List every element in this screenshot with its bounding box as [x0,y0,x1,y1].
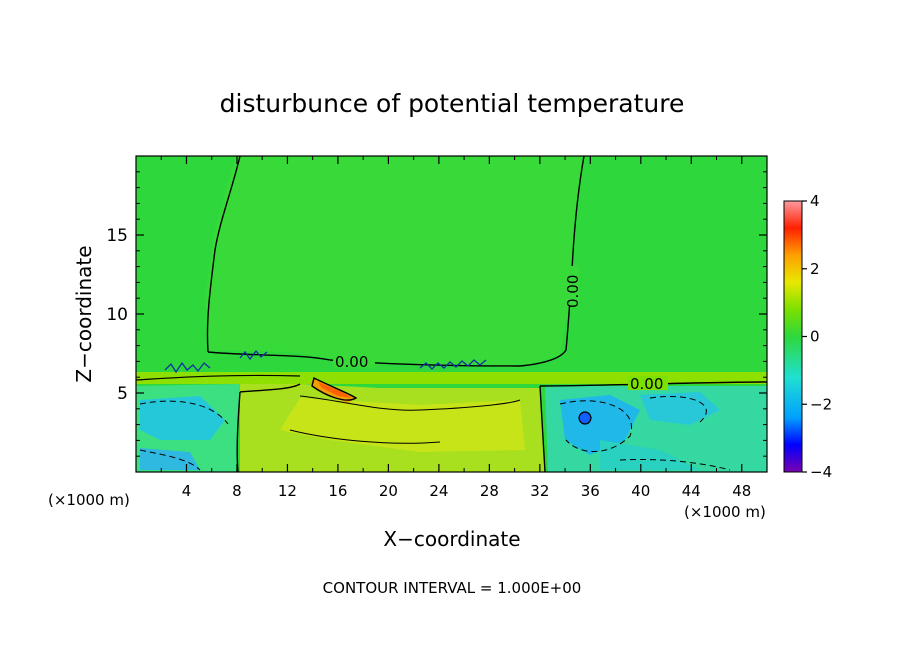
x-tick-label: 40 [631,482,650,500]
contour-line-dashed-left [139,400,229,471]
colorbar-ticks: 4 2 0 −2 −4 [802,192,832,481]
x-tick-label: 12 [278,482,297,500]
chart-title: disturbunce of potential temperature [220,89,685,118]
colorbar-tick-label: 2 [810,260,820,278]
contour-line-warm [289,395,521,444]
stable-interface [136,372,767,384]
x-unit-label-left: (×1000 m) [48,491,130,509]
y-axis-label: Z−coordinate [72,245,96,382]
cool-patch-right [560,395,640,455]
colorbar: 4 2 0 −2 −4 [783,192,832,481]
colorbar-tick-label: 4 [810,192,820,210]
contour-label-vertical: 0.00 [564,275,582,308]
colorbar-tick-label: −4 [810,463,832,481]
contour-interval-note: CONTOUR INTERVAL = 1.000E+00 [323,579,582,597]
contour-line-peak [311,376,358,401]
x-tick-label: 44 [682,482,701,500]
cool-patch-right-3 [600,440,700,470]
contour-label-bg-vertical [563,266,579,306]
x-tick-label: 16 [328,482,347,500]
y-axis-ticks: 5 10 15 [106,171,767,457]
plot-area: 0.00 0.00 0.00 [136,156,767,472]
colorbar-tick-label: −2 [810,395,832,413]
cool-patch-right-2 [640,392,720,425]
contour-label-right: 0.00 [630,375,663,393]
contour-line-cold-spot [578,411,592,425]
x-tick-label: 32 [530,482,549,500]
x-tick-label: 28 [480,482,499,500]
contour-label-center: 0.00 [335,353,368,371]
x-tick-label: 24 [429,482,448,500]
warm-peak-core [318,382,352,398]
x-axis-label: X−coordinate [383,527,520,551]
x-tick-label: 48 [732,482,751,500]
colorbar-gradient [783,200,803,473]
y-tick-label: 10 [106,305,128,325]
x-axis-ticks: 4 8 12 16 20 24 28 32 36 40 44 48 [160,156,751,500]
contour-label-bg-right [628,376,668,390]
cold-spot [579,412,591,424]
x-tick-label: 4 [182,482,192,500]
interface-noise [164,349,487,374]
contour-label-bg-center [333,354,375,368]
contour-line-zero-left [206,156,241,353]
warm-core-inner [280,398,525,452]
upper-center-region [205,156,583,368]
contour-line-left-shelf [136,374,301,381]
y-tick-label: 5 [117,384,128,404]
y-tick-label: 15 [106,226,128,246]
contour-line-interface [207,351,521,367]
x-tick-label: 8 [232,482,242,500]
x-unit-label-right: (×1000 m) [684,503,766,521]
colorbar-tick-label: 0 [810,328,820,346]
x-tick-label: 36 [581,482,600,500]
contour-line-dashed-right [559,395,731,471]
x-tick-label: 20 [379,482,398,500]
contour-line-lower-box [236,381,767,472]
